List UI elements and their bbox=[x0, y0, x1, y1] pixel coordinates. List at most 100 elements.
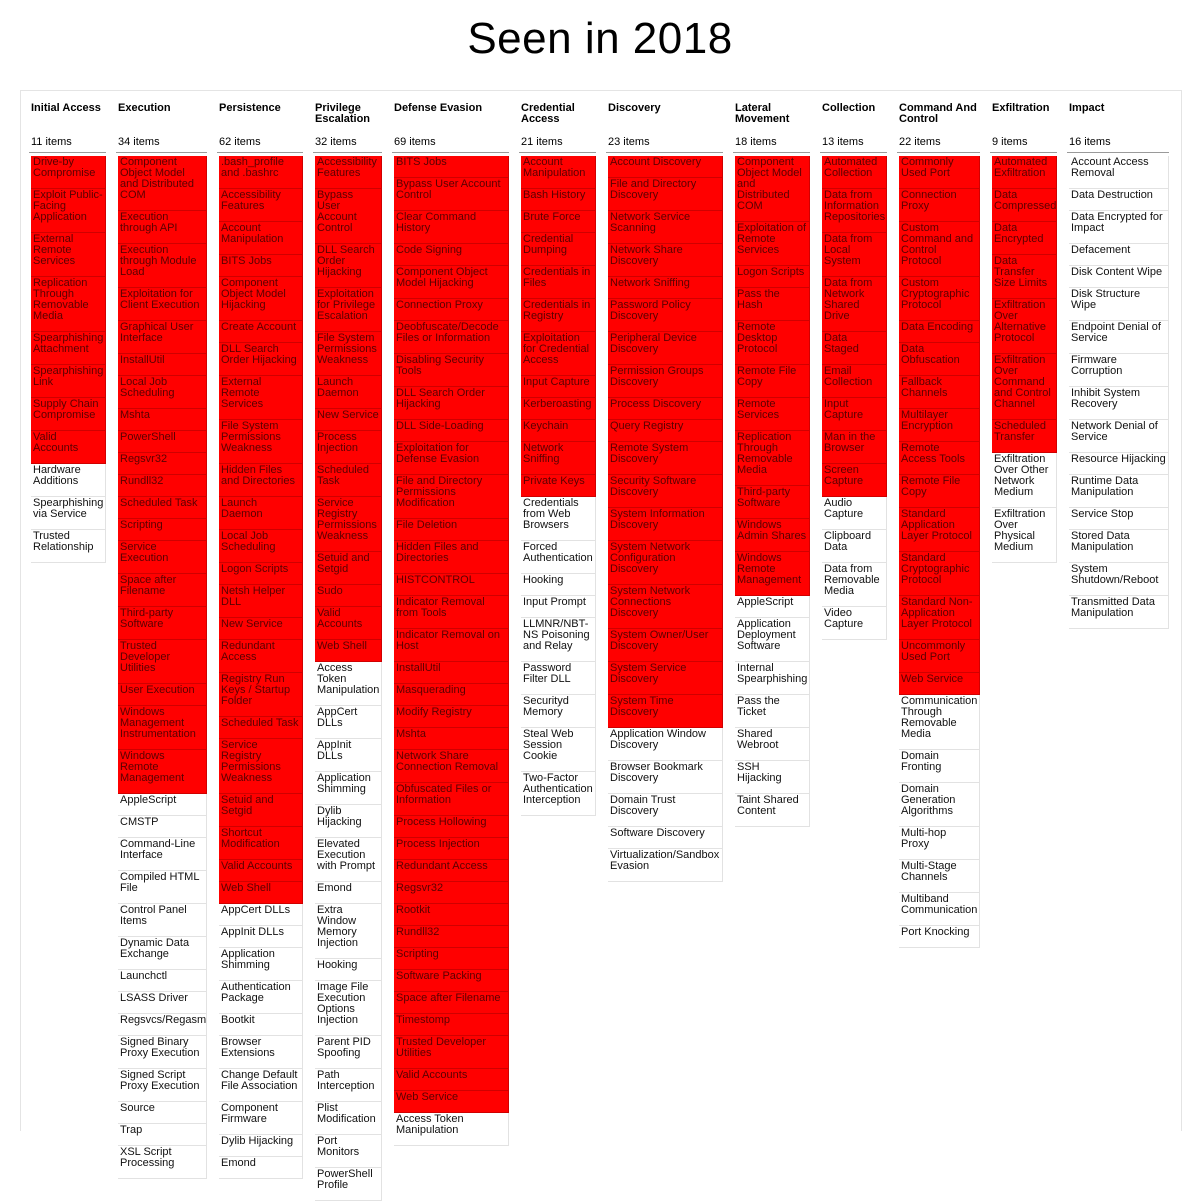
technique-cell[interactable]: Launch Daemon bbox=[219, 497, 303, 530]
technique-cell[interactable]: Exploitation of Remote Services bbox=[735, 222, 810, 266]
technique-cell[interactable]: Network Share Connection Removal bbox=[394, 750, 509, 783]
technique-cell[interactable]: Remote Access Tools bbox=[899, 442, 980, 475]
technique-cell[interactable]: Clipboard Data bbox=[822, 530, 887, 563]
technique-cell[interactable]: Multi-Stage Channels bbox=[899, 860, 980, 893]
technique-cell[interactable]: Trap bbox=[118, 1124, 207, 1146]
technique-cell[interactable]: AppInit DLLs bbox=[315, 739, 382, 772]
technique-cell[interactable]: Signed Script Proxy Execution bbox=[118, 1069, 207, 1102]
technique-cell[interactable]: File System Permissions Weakness bbox=[219, 420, 303, 464]
technique-cell[interactable]: Network Denial of Service bbox=[1069, 420, 1169, 453]
technique-cell[interactable]: Hardware Additions bbox=[31, 464, 106, 497]
technique-cell[interactable]: Execution through API bbox=[118, 211, 207, 244]
technique-cell[interactable]: DLL Search Order Hijacking bbox=[315, 244, 382, 288]
technique-cell[interactable]: Exploitation for Privilege Escalation bbox=[315, 288, 382, 332]
technique-cell[interactable]: Source bbox=[118, 1102, 207, 1124]
technique-cell[interactable]: Audio Capture bbox=[822, 497, 887, 530]
technique-cell[interactable]: Query Registry bbox=[608, 420, 723, 442]
technique-cell[interactable]: Hooking bbox=[315, 959, 382, 981]
technique-cell[interactable]: Pass the Ticket bbox=[735, 695, 810, 728]
technique-cell[interactable]: Remote File Copy bbox=[735, 365, 810, 398]
technique-cell[interactable]: Keychain bbox=[521, 420, 596, 442]
technique-cell[interactable]: Taint Shared Content bbox=[735, 794, 810, 827]
technique-cell[interactable]: Windows Admin Shares bbox=[735, 519, 810, 552]
technique-cell[interactable]: Hidden Files and Directories bbox=[219, 464, 303, 497]
technique-cell[interactable]: Account Discovery bbox=[608, 156, 723, 178]
technique-cell[interactable]: Dynamic Data Exchange bbox=[118, 937, 207, 970]
technique-cell[interactable]: Drive-by Compromise bbox=[31, 156, 106, 189]
technique-cell[interactable]: Stored Data Manipulation bbox=[1069, 530, 1169, 563]
technique-cell[interactable]: Screen Capture bbox=[822, 464, 887, 497]
technique-cell[interactable]: Shared Webroot bbox=[735, 728, 810, 761]
technique-cell[interactable]: Dylib Hijacking bbox=[315, 805, 382, 838]
technique-cell[interactable]: Exploitation for Defense Evasion bbox=[394, 442, 509, 475]
technique-cell[interactable]: Disk Content Wipe bbox=[1069, 266, 1169, 288]
technique-cell[interactable]: Exfiltration Over Other Network Medium bbox=[992, 453, 1057, 508]
technique-cell[interactable]: Valid Accounts bbox=[31, 431, 106, 464]
technique-cell[interactable]: System Network Connections Discovery bbox=[608, 585, 723, 629]
technique-cell[interactable]: Scripting bbox=[118, 519, 207, 541]
technique-cell[interactable]: SSH Hijacking bbox=[735, 761, 810, 794]
technique-cell[interactable]: AppCert DLLs bbox=[219, 904, 303, 926]
technique-cell[interactable]: Windows Remote Management bbox=[735, 552, 810, 596]
technique-cell[interactable]: HISTCONTROL bbox=[394, 574, 509, 596]
technique-cell[interactable]: Web Shell bbox=[219, 882, 303, 904]
technique-cell[interactable]: Email Collection bbox=[822, 365, 887, 398]
technique-cell[interactable]: Third-party Software bbox=[118, 607, 207, 640]
technique-cell[interactable]: Standard Cryptographic Protocol bbox=[899, 552, 980, 596]
technique-cell[interactable]: Create Account bbox=[219, 321, 303, 343]
technique-cell[interactable]: Component Object Model Hijacking bbox=[219, 277, 303, 321]
technique-cell[interactable]: Credential Dumping bbox=[521, 233, 596, 266]
technique-cell[interactable]: Regsvr32 bbox=[394, 882, 509, 904]
technique-cell[interactable]: Transmitted Data Manipulation bbox=[1069, 596, 1169, 629]
technique-cell[interactable]: Component Firmware bbox=[219, 1102, 303, 1135]
technique-cell[interactable]: Component Object Model and Distributed C… bbox=[118, 156, 207, 211]
technique-cell[interactable]: Regsvcs/Regasm bbox=[118, 1014, 207, 1036]
technique-cell[interactable]: Firmware Corruption bbox=[1069, 354, 1169, 387]
technique-cell[interactable]: File Deletion bbox=[394, 519, 509, 541]
technique-cell[interactable]: Rundll32 bbox=[118, 475, 207, 497]
technique-cell[interactable]: Control Panel Items bbox=[118, 904, 207, 937]
technique-cell[interactable]: Process Injection bbox=[315, 431, 382, 464]
technique-cell[interactable]: Exploit Public-Facing Application bbox=[31, 189, 106, 233]
technique-cell[interactable]: Indicator Removal from Tools bbox=[394, 596, 509, 629]
technique-cell[interactable]: .bash_profile and .bashrc bbox=[219, 156, 303, 189]
technique-cell[interactable]: Netsh Helper DLL bbox=[219, 585, 303, 618]
tactic-header[interactable]: Credential Access bbox=[521, 102, 575, 125]
technique-cell[interactable]: Bypass User Account Control bbox=[394, 178, 509, 211]
technique-cell[interactable]: Extra Window Memory Injection bbox=[315, 904, 382, 959]
technique-cell[interactable]: Application Deployment Software bbox=[735, 618, 810, 662]
technique-cell[interactable]: Domain Generation Algorithms bbox=[899, 783, 980, 827]
technique-cell[interactable]: Setuid and Setgid bbox=[219, 794, 303, 827]
technique-cell[interactable]: File and Directory Discovery bbox=[608, 178, 723, 211]
technique-cell[interactable]: DLL Search Order Hijacking bbox=[219, 343, 303, 376]
technique-cell[interactable]: Command-Line Interface bbox=[118, 838, 207, 871]
technique-cell[interactable]: Input Capture bbox=[822, 398, 887, 431]
technique-cell[interactable]: Remote Services bbox=[735, 398, 810, 431]
technique-cell[interactable]: PowerShell bbox=[118, 431, 207, 453]
technique-cell[interactable]: User Execution bbox=[118, 684, 207, 706]
technique-cell[interactable]: Trusted Relationship bbox=[31, 530, 106, 563]
technique-cell[interactable]: Data Encrypted bbox=[992, 222, 1057, 255]
technique-cell[interactable]: Bash History bbox=[521, 189, 596, 211]
technique-cell[interactable]: AppleScript bbox=[735, 596, 810, 618]
technique-cell[interactable]: Space after Filename bbox=[394, 992, 509, 1014]
technique-cell[interactable]: Web Service bbox=[394, 1091, 509, 1113]
technique-cell[interactable]: Browser Bookmark Discovery bbox=[608, 761, 723, 794]
technique-cell[interactable]: Exploitation for Credential Access bbox=[521, 332, 596, 376]
technique-cell[interactable]: Resource Hijacking bbox=[1069, 453, 1169, 475]
tactic-header[interactable]: Persistence bbox=[219, 102, 281, 114]
technique-cell[interactable]: Security Software Discovery bbox=[608, 475, 723, 508]
technique-cell[interactable]: Local Job Scheduling bbox=[118, 376, 207, 409]
technique-cell[interactable]: Permission Groups Discovery bbox=[608, 365, 723, 398]
tactic-header[interactable]: Initial Access bbox=[31, 102, 101, 114]
technique-cell[interactable]: Man in the Browser bbox=[822, 431, 887, 464]
technique-cell[interactable]: New Service bbox=[315, 409, 382, 431]
technique-cell[interactable]: Spearphishing via Service bbox=[31, 497, 106, 530]
technique-cell[interactable]: Data Staged bbox=[822, 332, 887, 365]
technique-cell[interactable]: Data Compressed bbox=[992, 189, 1057, 222]
technique-cell[interactable]: Process Discovery bbox=[608, 398, 723, 420]
technique-cell[interactable]: Accessibility Features bbox=[219, 189, 303, 222]
technique-cell[interactable]: Sudo bbox=[315, 585, 382, 607]
technique-cell[interactable]: Scheduled Task bbox=[118, 497, 207, 519]
technique-cell[interactable]: BITS Jobs bbox=[394, 156, 509, 178]
